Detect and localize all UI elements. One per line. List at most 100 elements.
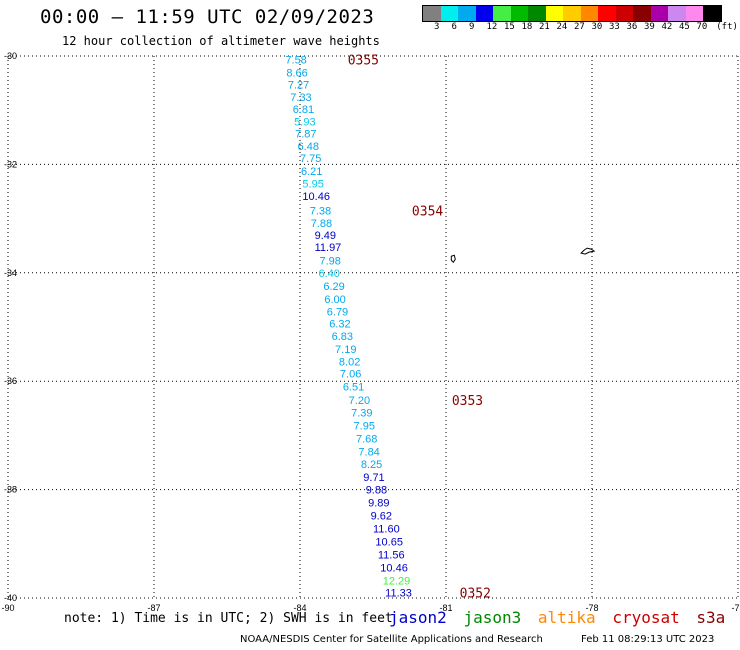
- wave-height-label: 11.56: [378, 550, 405, 562]
- x-tick-label: -75: [731, 603, 740, 613]
- legend-jason2: jason2: [389, 608, 447, 627]
- y-tick-label: -30: [4, 51, 17, 61]
- wave-height-label: 10.65: [375, 537, 403, 549]
- scale-swatch: [545, 6, 563, 21]
- island-outline: [450, 254, 456, 264]
- wave-height-label: 7.39: [351, 408, 372, 420]
- scale-label: 12: [486, 22, 498, 32]
- color-scale-labels: 3 6 9 12 15 18 21 24 27 30 33 36 39 42 45 70 (ft): [422, 22, 740, 34]
- y-tick-label: -40: [4, 593, 17, 603]
- wave-height-label: 9.89: [368, 498, 389, 510]
- wave-height-label: 8.66: [286, 67, 307, 79]
- scale-label: 45: [679, 22, 690, 32]
- wave-height-label: 11.97: [315, 242, 342, 254]
- y-tick-label: -36: [4, 376, 17, 386]
- island-outline: [580, 247, 596, 255]
- scale-swatch: [475, 6, 493, 21]
- scale-swatch: [703, 6, 721, 21]
- scale-swatch: [633, 6, 651, 21]
- wave-height-label: 7.19: [335, 344, 356, 356]
- scale-swatch: [563, 6, 581, 21]
- wave-height-label: 10.46: [302, 191, 330, 203]
- wave-height-label: 6.51: [343, 382, 364, 394]
- wave-height-label: 7.87: [295, 129, 316, 141]
- legend-altika: altika: [537, 608, 596, 627]
- wave-height-label: 9.88: [366, 485, 387, 497]
- chart-subtitle: 12 hour collection of altimeter wave hei…: [62, 34, 380, 48]
- wave-height-label: 7.98: [319, 255, 340, 267]
- wave-height-label: 7.20: [349, 395, 370, 407]
- wave-height-label: 7.95: [354, 421, 375, 433]
- scale-swatch: [650, 6, 668, 21]
- wave-height-label: 7.06: [340, 369, 361, 381]
- scale-label: 30: [591, 22, 603, 32]
- y-tick-label: -32: [4, 159, 17, 169]
- scale-swatch: [493, 6, 511, 21]
- x-tick-label: -78: [585, 603, 598, 613]
- scale-swatch: [580, 6, 598, 21]
- wave-height-label: 7.68: [356, 434, 377, 446]
- footnote: note: 1) Time is in UTC; 2) SWH is in fe…: [64, 611, 393, 626]
- wave-height-label: 6.83: [332, 331, 353, 343]
- scale-swatch: [423, 6, 441, 21]
- scale-label: 9: [469, 22, 475, 32]
- wave-height-label: 8.02: [339, 357, 360, 369]
- wave-height-label: 6.81: [293, 104, 314, 116]
- scale-label: 27: [574, 22, 585, 32]
- wave-height-label: 7.84: [358, 447, 379, 459]
- scale-label: 33: [609, 22, 620, 32]
- scale-label: 70: [696, 22, 708, 32]
- x-tick-label: -84: [293, 603, 306, 613]
- scale-label: 15: [504, 22, 515, 32]
- wave-height-label: 9.49: [315, 230, 336, 242]
- wave-height-label: 7.33: [290, 92, 311, 104]
- footer-credit: NOAA/NESDIS Center for Satellite Applica…: [240, 634, 543, 645]
- scale-swatch: [598, 6, 616, 21]
- wave-height-label: 7.27: [288, 80, 309, 92]
- scale-label: 39: [644, 22, 655, 32]
- y-tick-label: -38: [4, 485, 17, 495]
- scale-label: 42: [661, 22, 673, 32]
- wave-height-label: 10.46: [380, 563, 408, 575]
- wave-height-label: 6.79: [327, 306, 348, 318]
- x-tick-label: -90: [1, 603, 14, 613]
- scale-label: 6: [451, 22, 457, 32]
- footer-timestamp: Feb 11 08:29:13 UTC 2023: [581, 634, 715, 645]
- scale-swatch: [510, 6, 528, 21]
- x-tick-label: -81: [439, 603, 452, 613]
- wave-height-label: 9.71: [363, 472, 384, 484]
- wave-height-label: 7.88: [311, 218, 332, 230]
- x-tick-label: -87: [147, 603, 160, 613]
- wave-height-label: 6.29: [323, 281, 344, 293]
- wave-height-label: 9.62: [371, 511, 392, 523]
- legend-jason3: jason3: [463, 608, 522, 627]
- scale-swatch: [440, 6, 458, 21]
- wave-height-label: 6.00: [324, 294, 345, 306]
- wave-height-label: 6.48: [298, 141, 319, 153]
- scale-label: 3: [434, 22, 440, 32]
- scale-label: 21: [539, 22, 550, 32]
- wave-height-label: 7.38: [310, 205, 331, 217]
- scale-swatch: [458, 6, 476, 21]
- wave-height-label: 8.25: [361, 459, 382, 471]
- legend-cryosat: cryosat: [612, 608, 680, 627]
- wave-height-label: 6.32: [329, 319, 350, 331]
- wave-height-label: 7.75: [300, 153, 321, 165]
- wave-height-label: 6.40: [318, 268, 339, 280]
- time-stamp-label: 0352: [460, 587, 491, 602]
- legend-s3a: s3a: [696, 608, 726, 627]
- scale-unit: (ft): [716, 22, 738, 32]
- scale-swatch: [685, 6, 703, 21]
- wave-height-label: 11.60: [373, 524, 400, 536]
- time-stamp-label: 0355: [348, 53, 379, 68]
- scale-swatch: [528, 6, 546, 21]
- wave-height-label: 11.33: [385, 588, 412, 600]
- chart-title: 00:00 – 11:59 UTC 02/09/2023: [40, 6, 375, 28]
- scale-label: 24: [556, 22, 568, 32]
- time-stamp-label: 0354: [412, 204, 443, 219]
- wave-height-label: 7.58: [285, 54, 306, 66]
- wave-height-label: 12.29: [383, 576, 411, 588]
- time-stamp-label: 0353: [452, 394, 483, 409]
- wave-height-label: 6.21: [301, 166, 322, 178]
